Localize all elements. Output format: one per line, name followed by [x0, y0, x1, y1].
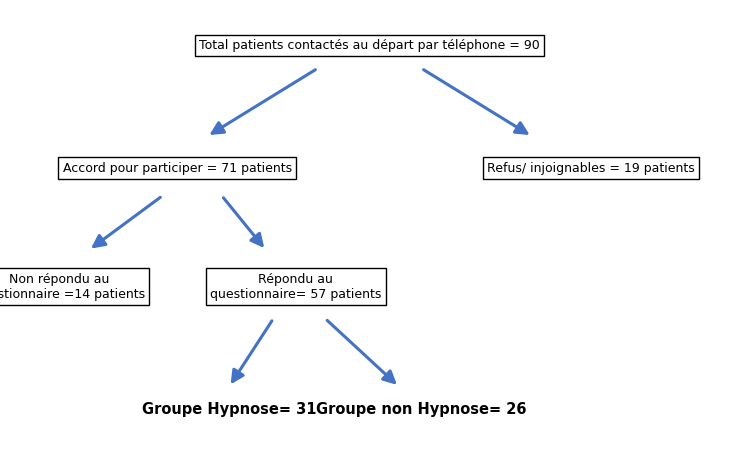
Text: Groupe Hypnose= 31: Groupe Hypnose= 31: [142, 402, 316, 417]
Text: Non répondu au
questionnaire =14 patients: Non répondu au questionnaire =14 patient…: [0, 273, 145, 301]
Text: Groupe non Hypnose= 26: Groupe non Hypnose= 26: [316, 402, 526, 417]
Text: Répondu au
questionnaire= 57 patients: Répondu au questionnaire= 57 patients: [210, 273, 381, 301]
Text: Accord pour participer = 71 patients: Accord pour participer = 71 patients: [63, 162, 292, 175]
Text: Total patients contactés au départ par téléphone = 90: Total patients contactés au départ par t…: [199, 39, 540, 52]
Text: Refus/ injoignables = 19 patients: Refus/ injoignables = 19 patients: [487, 162, 695, 175]
